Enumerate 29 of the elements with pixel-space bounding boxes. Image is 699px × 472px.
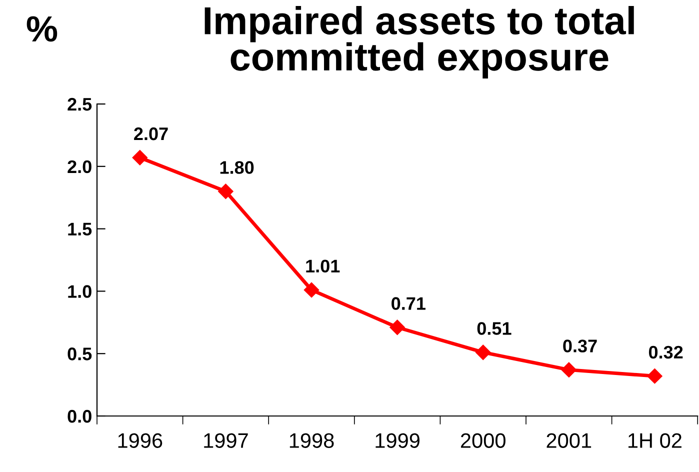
point — [561, 362, 576, 378]
x-tick-label: 1999 — [376, 433, 420, 448]
point — [647, 368, 662, 384]
point — [218, 184, 234, 199]
text: 0.37 — [563, 340, 597, 352]
y-tick-label: 2.5 — [68, 98, 92, 111]
text: 1.80 — [220, 161, 254, 174]
x-tick-label: 1997 — [204, 433, 248, 448]
y-tick-label: 2.0 — [68, 160, 92, 174]
x-tick-label: 1998 — [290, 433, 334, 448]
point — [390, 320, 405, 335]
text: 0.71 — [392, 297, 426, 310]
x-tick-label: 1996 — [118, 433, 162, 448]
x-tick-label: 1H 02 — [628, 433, 682, 448]
point — [132, 150, 148, 166]
y-tick-label: 1.5 — [68, 222, 92, 236]
text: 2.07 — [134, 127, 168, 140]
chart-title: Impaired assets to total committed exposure — [204, 6, 634, 79]
y-tick-label: 1.0 — [68, 285, 92, 298]
text: 0.51 — [477, 322, 512, 335]
point — [476, 344, 491, 360]
point — [304, 282, 320, 298]
text: 0.32 — [648, 346, 683, 359]
y-tick-label: 0.0 — [68, 410, 92, 423]
y-tick-label: 0.5 — [68, 348, 92, 360]
x-tick-label: 2001 — [546, 433, 592, 448]
text: 1.01 — [306, 260, 340, 272]
y-axis-title: % — [26, 16, 58, 42]
x-tick-label: 2000 — [460, 433, 506, 448]
